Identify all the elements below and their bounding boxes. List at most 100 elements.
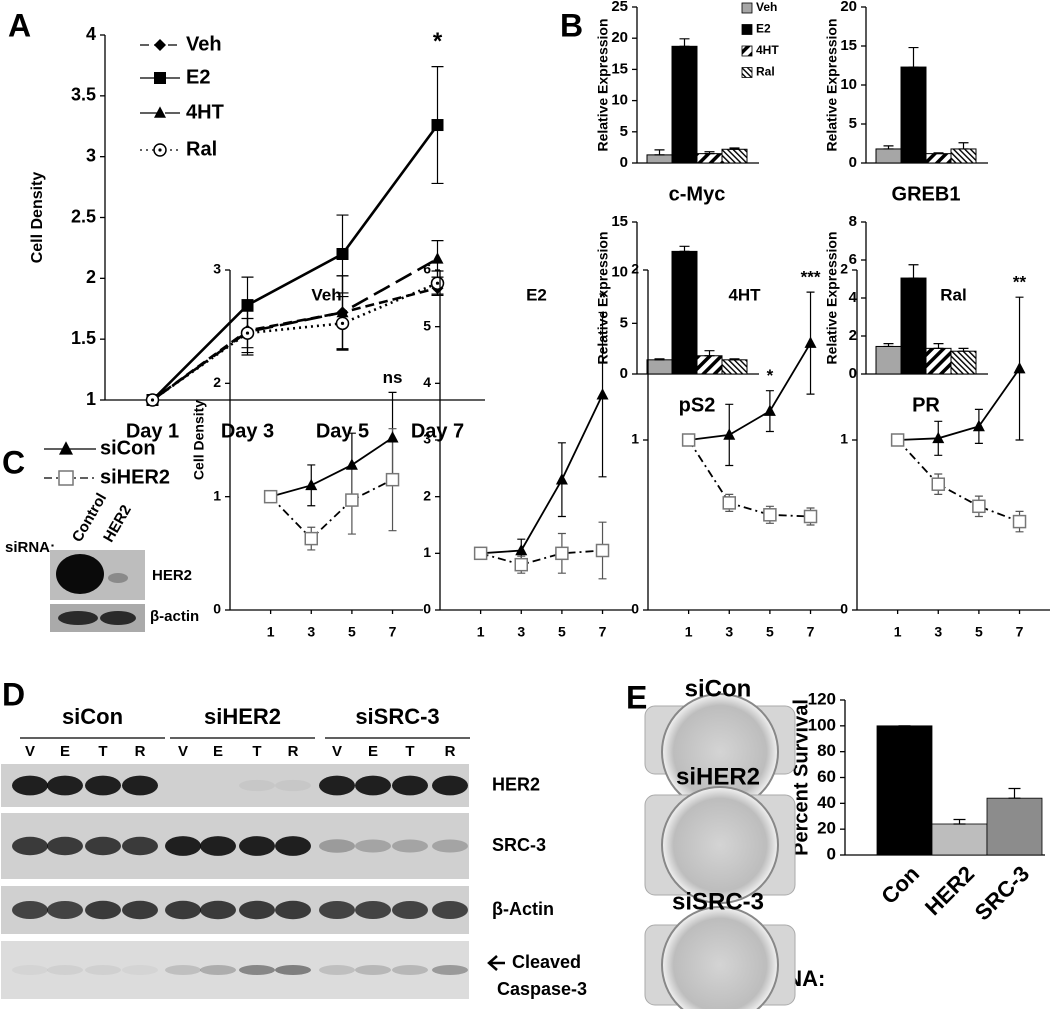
blot-band [122, 775, 158, 796]
blot-band [355, 965, 391, 975]
panel-label: C [2, 444, 25, 480]
legend-label: Veh [756, 0, 777, 14]
marker [804, 336, 817, 348]
error-bar [933, 343, 944, 349]
blot-row-label: HER2 [492, 774, 540, 794]
blot-row-label: HER2 [152, 567, 192, 584]
bar [950, 148, 977, 164]
lane-label: V [332, 743, 342, 760]
blot-band [239, 965, 275, 975]
bar [876, 725, 933, 856]
well-label: siCon [685, 675, 752, 702]
error-bar [958, 142, 969, 150]
blot-band [165, 965, 201, 975]
y-axis-label: Relative Expression [595, 18, 611, 151]
marker [304, 531, 319, 546]
blot-background [0, 939, 471, 1001]
blot-band [165, 836, 201, 856]
panel-title: Veh [311, 285, 341, 304]
data-line [480, 394, 604, 555]
y-tick-label: 0 [840, 601, 848, 617]
blot-band [200, 900, 236, 920]
panel-title: c-Myc [669, 183, 726, 205]
marker [473, 546, 488, 561]
y-tick-label: 20 [817, 819, 836, 838]
y-tick-label: 0 [849, 365, 857, 382]
legend-swatch [741, 2, 753, 14]
marker [263, 489, 278, 504]
blot-band [200, 836, 236, 856]
error-bar [933, 152, 944, 155]
lane-label: E [213, 743, 223, 760]
lane-label: E [60, 743, 70, 760]
y-axis-label: Percent Survival [790, 699, 812, 856]
legend-label: siCon [100, 437, 156, 459]
marker [305, 478, 318, 491]
x-tick-label: 1 [685, 624, 693, 640]
blot-band [47, 836, 83, 856]
bar [721, 359, 748, 375]
blot-band [275, 965, 311, 975]
y-tick-label: 1 [631, 431, 639, 447]
bar [900, 66, 927, 164]
y-tick-label: 2 [840, 261, 848, 277]
annotation: * [767, 366, 774, 385]
data-line [897, 368, 1021, 441]
y-tick-label: 0 [827, 844, 836, 863]
y-axis-label: Relative Expression [824, 231, 840, 364]
blot-band [85, 775, 121, 796]
blot-band [275, 779, 311, 792]
annotation: *** [801, 268, 821, 287]
blot-band [12, 965, 48, 975]
y-tick-label: 25 [611, 0, 628, 15]
marker [681, 433, 696, 447]
bar [696, 153, 723, 164]
blot-band [85, 965, 121, 975]
y-tick-label: 5 [849, 115, 857, 132]
y-tick-label: 2 [849, 327, 857, 344]
marker [932, 431, 945, 444]
blot-band [355, 839, 391, 853]
y-tick-label: 10 [840, 76, 857, 93]
blot-band [432, 965, 468, 975]
bar [671, 250, 698, 375]
y-tick-label: 4 [423, 374, 431, 390]
bar [950, 350, 977, 375]
marker [386, 431, 399, 443]
blot-band [392, 901, 428, 919]
marker [890, 433, 905, 447]
well-label: siHER2 [676, 763, 760, 790]
legend-label: 4HT [756, 43, 779, 57]
data-line [270, 436, 394, 498]
blot-band [47, 775, 83, 796]
data-line [480, 549, 603, 566]
y-tick-label: 0 [849, 154, 857, 171]
well-label: siSRC-3 [672, 888, 764, 915]
legend-marker [158, 148, 162, 152]
marker [514, 557, 529, 572]
blot-row-label: Caspase-3 [497, 979, 587, 999]
y-tick-label: 3 [213, 261, 221, 277]
marker [931, 477, 946, 491]
y-tick-label: 3 [86, 145, 96, 165]
x-tick-label: Con [876, 861, 924, 909]
marker [431, 252, 444, 264]
x-tick-label: 5 [558, 624, 566, 640]
blot-band [319, 965, 355, 975]
blot-group-label: siCon [62, 704, 123, 729]
legend-marker [58, 470, 74, 486]
y-tick-label: 120 [808, 689, 836, 708]
blot-band [100, 611, 136, 625]
data-line [688, 342, 812, 441]
marker-dot [435, 281, 440, 285]
blot-band [12, 836, 48, 856]
blot-row-label: β-actin [150, 608, 199, 625]
error-bar [729, 147, 740, 150]
marker [803, 509, 818, 524]
error-bar [654, 149, 665, 156]
panel-label: A [8, 7, 31, 43]
blot-row-label: SRC-3 [492, 835, 546, 855]
y-tick-label: 2 [213, 374, 221, 390]
blot-band [355, 901, 391, 919]
error-bar [679, 245, 690, 252]
